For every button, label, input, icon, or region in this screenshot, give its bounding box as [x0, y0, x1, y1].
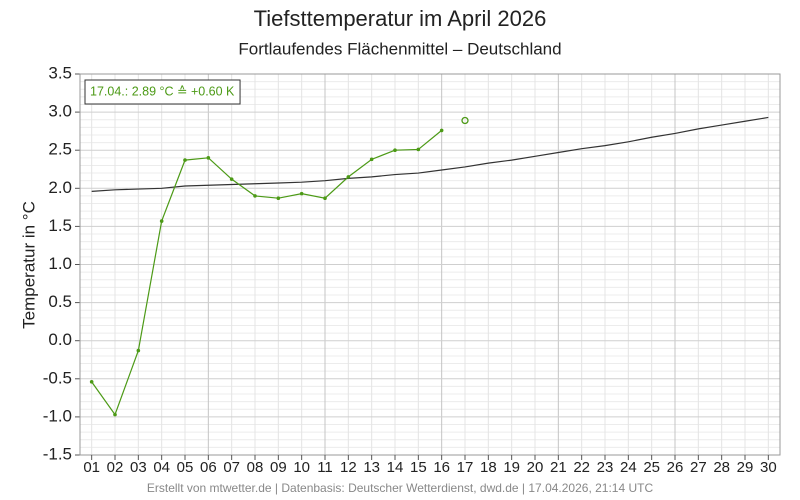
x-tick-label: 25 — [643, 459, 660, 476]
y-tick-label: 0.5 — [48, 292, 72, 311]
x-tick-label: 18 — [480, 459, 497, 476]
x-tick-label: 04 — [153, 459, 170, 476]
x-tick-label: 14 — [387, 459, 404, 476]
x-tick-label: 24 — [620, 459, 637, 476]
data-point — [89, 380, 94, 384]
x-tick-label: 01 — [83, 459, 100, 476]
data-point — [461, 116, 469, 125]
x-tick-label: 29 — [737, 459, 754, 476]
y-tick-label: 1.5 — [48, 216, 72, 235]
data-point — [416, 147, 421, 152]
chart-title: Tiefsttemperatur im April 2026 — [254, 6, 547, 31]
annotation-box: 17.04.: 2.89 °C ≙ +0.60 K — [84, 79, 241, 105]
data-point — [276, 196, 281, 201]
data-point — [206, 156, 211, 160]
data-point — [136, 348, 141, 353]
y-tick-label: 2.0 — [48, 178, 72, 197]
x-tick-label: 10 — [293, 459, 310, 476]
footer: Erstellt von mtwetter.de | Datenbasis: D… — [147, 481, 654, 495]
data-point — [439, 128, 444, 133]
x-tick-label: 26 — [667, 459, 684, 476]
x-tick-label: 08 — [247, 459, 264, 476]
x-tick-label: 22 — [573, 459, 590, 476]
x-tick-label: 19 — [503, 459, 520, 476]
y-axis-label: Temperatur in °C — [19, 201, 38, 329]
x-tick-label: 11 — [317, 459, 333, 476]
data-point — [253, 194, 257, 198]
data-point — [183, 158, 187, 162]
x-tick-label: 07 — [223, 459, 240, 476]
x-tick-label: 03 — [130, 459, 147, 476]
series-line — [91, 116, 769, 192]
annotation: 17.04.: 2.89 °C ≙ +0.60 K — [90, 84, 235, 98]
x-tick-label: 13 — [363, 459, 380, 476]
y-tick-label: 1.0 — [48, 254, 72, 273]
plot-frame — [79, 73, 781, 456]
data-point — [113, 412, 117, 417]
annotation-frame — [84, 79, 241, 105]
y-tick-label: 0.0 — [48, 330, 72, 349]
x-tick-label: 09 — [270, 459, 287, 476]
data-point — [346, 175, 351, 179]
x-tick-label: 15 — [410, 459, 427, 476]
y-tick-label: 2.5 — [48, 140, 72, 159]
data-point — [323, 196, 327, 201]
y-tick-label: -1.0 — [43, 406, 72, 425]
chart-subtitle: Fortlaufendes Flächenmittel – Deutschlan… — [238, 39, 561, 58]
x-tick-label: 23 — [597, 459, 614, 476]
x-tick-label: 28 — [713, 459, 730, 476]
x-tick-label: 27 — [690, 459, 707, 476]
x-tick-label: 02 — [107, 459, 124, 476]
x-tick-label: 20 — [527, 459, 544, 476]
x-tick-label: 16 — [433, 459, 450, 476]
y-tick-label: -1.5 — [43, 444, 72, 463]
y-tick-label: -0.5 — [43, 368, 72, 387]
data-point — [369, 157, 374, 162]
data-point — [393, 148, 397, 152]
series-line — [91, 129, 443, 416]
x-tick-label: 21 — [550, 459, 567, 476]
x-tick-label: 06 — [200, 459, 217, 476]
x-tick-label: 30 — [760, 459, 777, 476]
y-tick-label: 3.0 — [48, 102, 72, 121]
x-tick-label: 17 — [457, 459, 474, 476]
data-point — [299, 191, 304, 196]
x-tick-label: 12 — [340, 459, 357, 476]
data-point — [159, 219, 164, 223]
y-tick-label: 3.5 — [48, 63, 72, 82]
x-tick-label: 05 — [177, 459, 194, 476]
data-point — [229, 177, 234, 181]
